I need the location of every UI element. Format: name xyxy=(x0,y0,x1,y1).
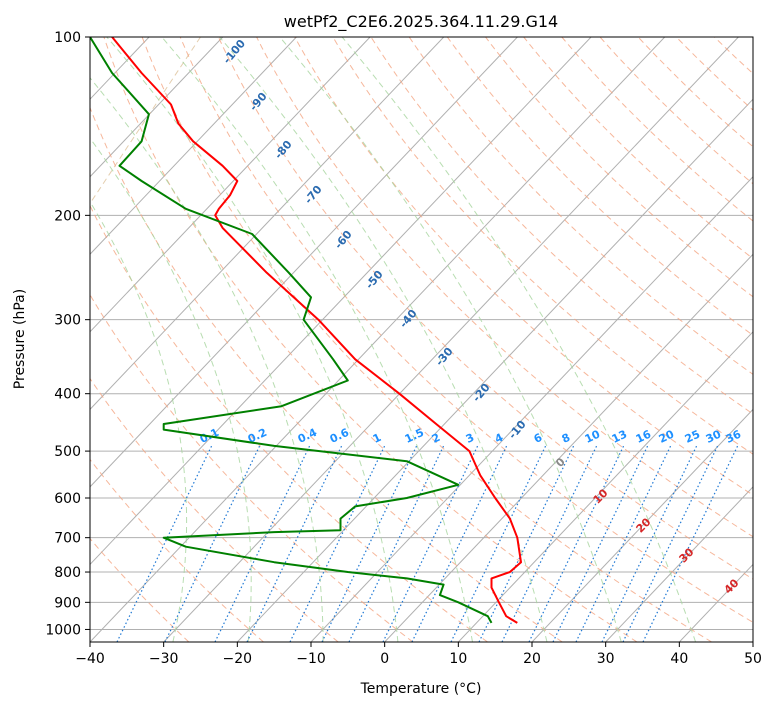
mixing-ratio-line xyxy=(348,444,445,642)
isotherm-line xyxy=(90,37,297,256)
curved-guide-line xyxy=(90,37,201,205)
mixing-ratio-label: 25 xyxy=(683,428,702,446)
y-tick-label: 200 xyxy=(54,208,81,224)
mixing-ratio-line xyxy=(411,444,508,642)
y-axis-ticks: 1000 900 800 700 600 500 400 300 200 100 xyxy=(45,30,90,638)
x-tick-label: 40 xyxy=(670,651,688,667)
mixing-ratio-line xyxy=(501,444,598,642)
mixing-ratio-label: 20 xyxy=(657,427,677,445)
dry-adiabat-line xyxy=(599,37,753,185)
mixing-ratio-line xyxy=(321,444,418,642)
moist-adiabat-line xyxy=(106,37,399,642)
isotherm-line xyxy=(163,37,739,642)
moist-adiabat-line xyxy=(90,200,188,642)
dry-adiabat-line xyxy=(90,458,264,642)
isotherm-line xyxy=(384,253,753,642)
isotherm-line xyxy=(457,331,753,642)
dry-adiabat-line xyxy=(90,204,488,642)
x-axis-label: Temperature (°C) xyxy=(360,681,482,697)
x-tick-label: −20 xyxy=(223,651,253,667)
dry-adiabat-line xyxy=(179,37,753,623)
dry-adiabat-line xyxy=(408,37,753,375)
plot-area: 0.1 0.2 0.4 0.6 1 1.5 2 3 4 6 8 10 13 16 20 25 30 36-100-… xyxy=(90,37,753,642)
moist-adiabat-line xyxy=(341,37,697,642)
mixing-ratio-lines xyxy=(116,444,739,642)
dry-adiabat-line xyxy=(90,377,339,642)
isotherm-line xyxy=(90,37,224,178)
mixing-ratio-label: 16 xyxy=(634,427,654,445)
isotherm-lines xyxy=(90,37,753,642)
mixing-ratio-label: 10 xyxy=(583,427,603,445)
x-axis-ticks: −40 −30 −20 −10 0 10 20 30 40 50 xyxy=(75,642,762,667)
profile-series xyxy=(90,37,522,624)
isotherm-line xyxy=(90,37,518,488)
mixing-ratio-line xyxy=(642,444,739,642)
moist-adiabat-line xyxy=(161,37,473,642)
x-tick-label: −10 xyxy=(296,651,326,667)
moist-adiabat-line xyxy=(90,76,324,642)
isotherm-line xyxy=(531,408,753,642)
mixing-ratio-label: 13 xyxy=(610,428,629,446)
x-tick-label: 20 xyxy=(523,651,541,667)
mixing-ratio-line xyxy=(601,444,698,642)
mixing-ratio-label: 36 xyxy=(724,427,744,445)
dry-adiabat-line xyxy=(90,293,414,642)
mixing-ratio-line xyxy=(622,444,719,642)
isotherm-line xyxy=(236,98,753,642)
dry-adiabat-line xyxy=(90,106,563,642)
y-tick-label: 100 xyxy=(54,30,81,46)
mixing-ratio-line xyxy=(450,444,547,642)
y-tick-label: 800 xyxy=(54,565,81,581)
y-axis-label: Pressure (hPa) xyxy=(12,289,28,389)
mixing-ratio-line xyxy=(164,444,261,642)
mixing-ratio-line xyxy=(214,444,311,642)
y-tick-label: 500 xyxy=(54,444,81,460)
chart-title: wetPf2_C2E6.2025.364.11.29.G14 xyxy=(284,12,558,32)
dry-adiabat-line xyxy=(637,37,753,148)
mixing-ratio-line xyxy=(528,444,625,642)
plot-frame xyxy=(89,36,754,643)
dry-adiabat-line xyxy=(294,37,753,496)
y-tick-label: 300 xyxy=(54,313,81,329)
x-tick-label: 0 xyxy=(380,651,389,667)
dry-adiabat-line xyxy=(446,37,753,336)
mixing-ratio-line xyxy=(116,444,213,642)
dry-adiabat-line xyxy=(103,37,638,642)
x-tick-label: −30 xyxy=(149,651,179,667)
mixing-ratio-line xyxy=(289,444,386,642)
mixing-ratio-line xyxy=(246,444,343,642)
y-tick-label: 700 xyxy=(54,531,81,547)
moist-adiabat-line xyxy=(90,137,252,642)
dry-adiabat-line xyxy=(485,37,753,298)
y-tick-label: 400 xyxy=(54,387,81,403)
x-tick-label: 30 xyxy=(597,651,615,667)
mixing-ratio-line xyxy=(575,444,672,642)
dry-adiabat-line xyxy=(332,37,753,455)
dry-adiabat-line xyxy=(370,37,753,415)
dry-adiabat-line xyxy=(217,37,753,580)
x-tick-label: 10 xyxy=(449,651,467,667)
x-tick-label: −40 xyxy=(75,651,105,667)
y-tick-label: 1000 xyxy=(45,622,81,638)
y-tick-label: 900 xyxy=(54,595,81,611)
isotherm-line xyxy=(605,486,753,642)
mixing-ratio-label: 30 xyxy=(704,427,724,445)
y-tick-label: 600 xyxy=(54,491,81,507)
curved-guide-lines xyxy=(90,37,201,205)
isotherm-line xyxy=(90,37,592,566)
dewpoint-profile-line xyxy=(90,37,493,624)
isotherm-line xyxy=(90,37,371,333)
mixing-ratio-line xyxy=(382,444,479,642)
x-tick-label: 50 xyxy=(744,651,762,667)
isotherm-line xyxy=(90,37,445,411)
temperature-profile-line xyxy=(111,37,522,624)
moist-adiabat-line xyxy=(279,37,622,642)
mixing-ratio-line xyxy=(552,444,649,642)
mixing-ratio-line xyxy=(478,444,575,642)
